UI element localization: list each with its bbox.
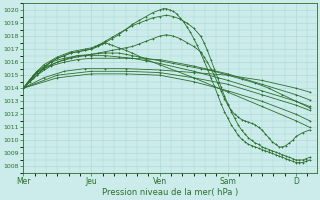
X-axis label: Pression niveau de la mer( hPa ): Pression niveau de la mer( hPa ) bbox=[102, 188, 238, 197]
